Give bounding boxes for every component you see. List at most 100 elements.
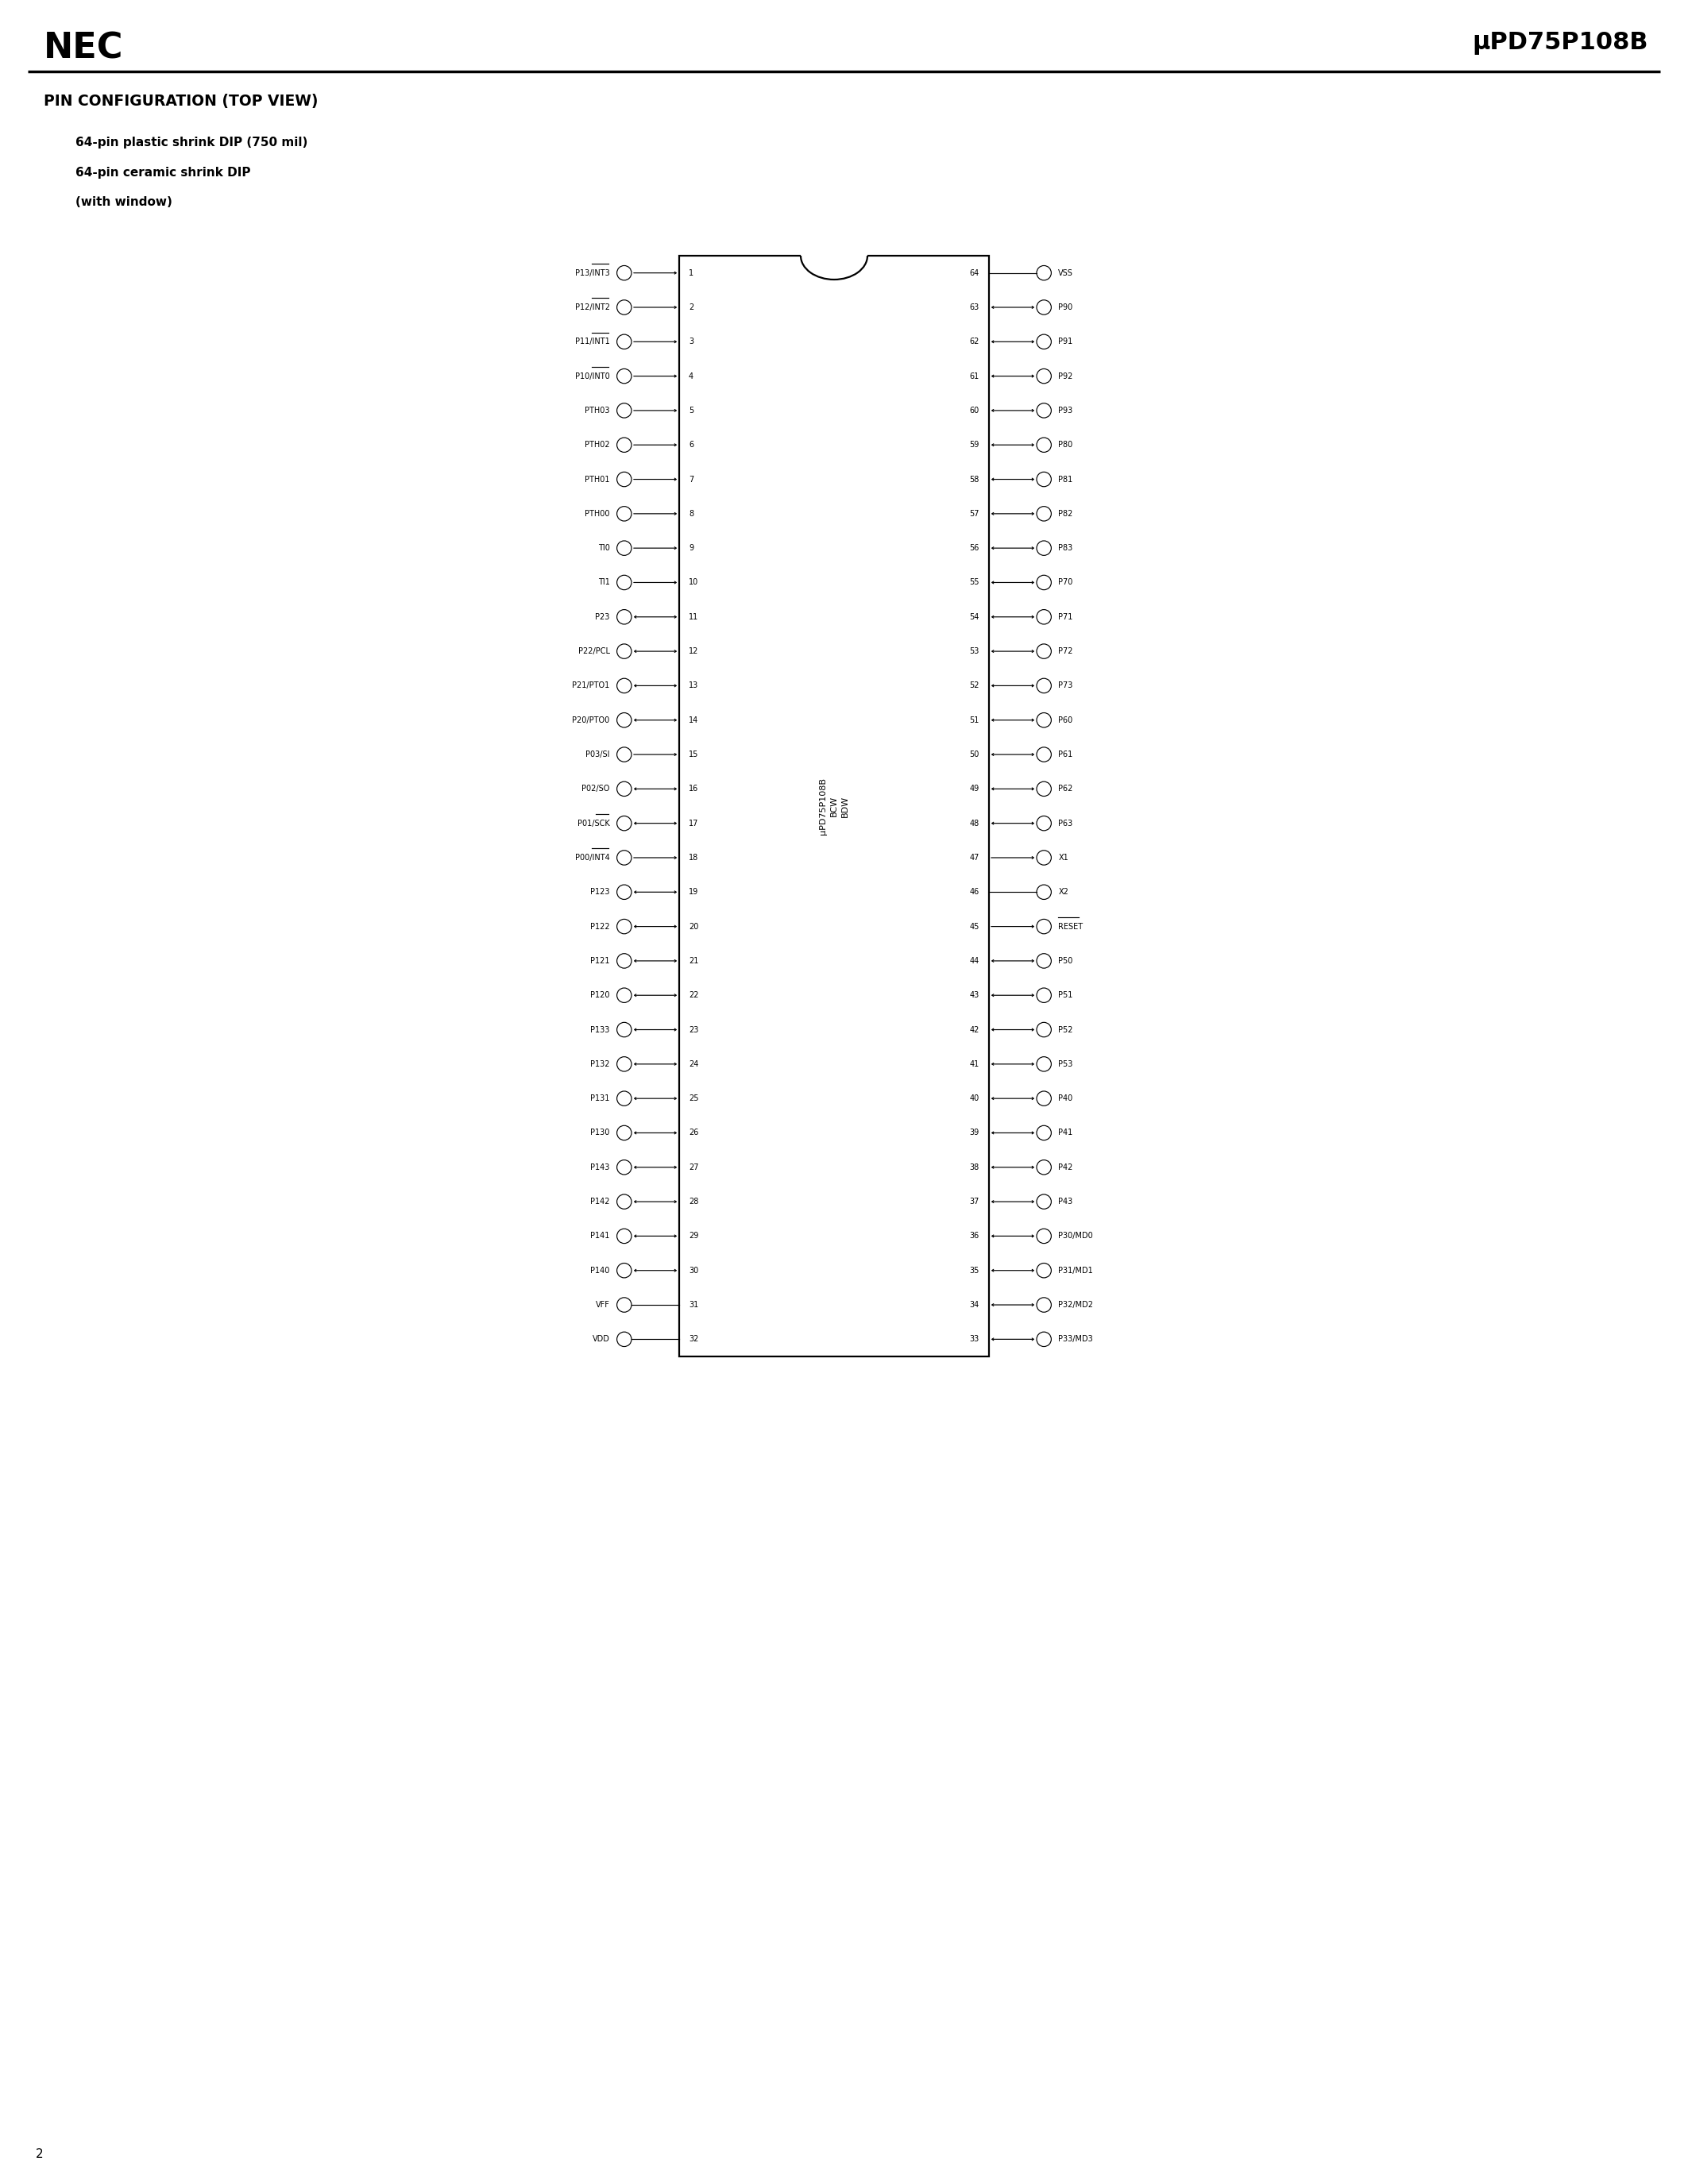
Text: 57: 57 [969,509,979,518]
Text: PTH01: PTH01 [584,476,609,483]
Text: P33/MD3: P33/MD3 [1058,1334,1094,1343]
Text: P62: P62 [1058,784,1074,793]
Text: 1: 1 [689,269,694,277]
Text: X2: X2 [1058,889,1069,895]
Text: P90: P90 [1058,304,1074,312]
Text: PTH00: PTH00 [584,509,609,518]
Text: 26: 26 [689,1129,699,1138]
Text: 35: 35 [969,1267,979,1275]
Text: μPD75P108B
BCW
BDW: μPD75P108B BCW BDW [819,778,849,834]
Text: 55: 55 [969,579,979,587]
Text: P42: P42 [1058,1164,1074,1171]
Ellipse shape [800,232,868,280]
Text: 59: 59 [969,441,979,450]
Text: 14: 14 [689,716,699,725]
Text: 34: 34 [969,1302,979,1308]
Text: P122: P122 [591,922,609,930]
Text: P10/INT0: P10/INT0 [576,371,609,380]
Text: 47: 47 [969,854,979,863]
Text: NEC: NEC [44,33,123,66]
Text: 24: 24 [689,1059,699,1068]
Text: P82: P82 [1058,509,1074,518]
Text: P123: P123 [591,889,609,895]
Text: RESET: RESET [1058,922,1084,930]
Text: 23: 23 [689,1026,699,1033]
Text: P11/INT1: P11/INT1 [576,339,609,345]
Text: 60: 60 [969,406,979,415]
Text: 61: 61 [969,371,979,380]
Text: 2: 2 [689,304,694,312]
Text: 21: 21 [689,957,699,965]
Text: VSS: VSS [1058,269,1074,277]
Text: 63: 63 [969,304,979,312]
Text: 43: 43 [969,992,979,1000]
Text: P31/MD1: P31/MD1 [1058,1267,1094,1275]
Text: 39: 39 [969,1129,979,1138]
Text: P30/MD0: P30/MD0 [1058,1232,1094,1241]
Text: 49: 49 [969,784,979,793]
Text: P142: P142 [591,1197,609,1206]
Text: 7: 7 [689,476,694,483]
Text: P91: P91 [1058,339,1074,345]
Text: 3: 3 [689,339,694,345]
Text: 9: 9 [689,544,694,553]
Text: 36: 36 [969,1232,979,1241]
Text: 45: 45 [969,922,979,930]
Text: 27: 27 [689,1164,699,1171]
Text: 42: 42 [969,1026,979,1033]
Text: P120: P120 [591,992,609,1000]
Text: P83: P83 [1058,544,1074,553]
Text: P21/PTO1: P21/PTO1 [572,681,609,690]
Text: P60: P60 [1058,716,1074,725]
Text: X1: X1 [1058,854,1069,863]
Text: P20/PTO0: P20/PTO0 [572,716,609,725]
Text: 5: 5 [689,406,694,415]
Text: 50: 50 [969,751,979,758]
Text: TI1: TI1 [598,579,609,587]
Text: P71: P71 [1058,614,1074,620]
Text: P32/MD2: P32/MD2 [1058,1302,1094,1308]
Text: 41: 41 [969,1059,979,1068]
Text: VFF: VFF [596,1302,609,1308]
Text: P50: P50 [1058,957,1074,965]
Text: P93: P93 [1058,406,1074,415]
Text: P02/SO: P02/SO [582,784,609,793]
Text: 4: 4 [689,371,694,380]
Text: P03/SI: P03/SI [586,751,609,758]
Text: P51: P51 [1058,992,1074,1000]
Text: P43: P43 [1058,1197,1074,1206]
Text: 13: 13 [689,681,699,690]
Text: P61: P61 [1058,751,1074,758]
Text: P41: P41 [1058,1129,1074,1138]
Text: P01/SCK: P01/SCK [577,819,609,828]
Text: P70: P70 [1058,579,1074,587]
Text: 58: 58 [969,476,979,483]
Text: 20: 20 [689,922,699,930]
Text: VDD: VDD [592,1334,609,1343]
Text: 52: 52 [969,681,979,690]
Text: (with window): (with window) [76,197,172,207]
Text: 10: 10 [689,579,699,587]
Text: PTH03: PTH03 [584,406,609,415]
Text: 30: 30 [689,1267,699,1275]
Text: 51: 51 [969,716,979,725]
Text: P140: P140 [591,1267,609,1275]
Text: P40: P40 [1058,1094,1074,1103]
Text: PTH02: PTH02 [584,441,609,450]
Text: 46: 46 [969,889,979,895]
Text: 11: 11 [689,614,699,620]
Text: 22: 22 [689,992,699,1000]
Text: P141: P141 [591,1232,609,1241]
Text: 44: 44 [969,957,979,965]
Text: 64: 64 [969,269,979,277]
Text: 53: 53 [969,646,979,655]
Text: P63: P63 [1058,819,1074,828]
Text: 25: 25 [689,1094,699,1103]
Text: μPD75P108B: μPD75P108B [1472,33,1647,55]
Text: 6: 6 [689,441,694,450]
Text: P131: P131 [591,1094,609,1103]
Text: 15: 15 [689,751,699,758]
Text: P130: P130 [591,1129,609,1138]
Text: 37: 37 [969,1197,979,1206]
Text: P80: P80 [1058,441,1074,450]
